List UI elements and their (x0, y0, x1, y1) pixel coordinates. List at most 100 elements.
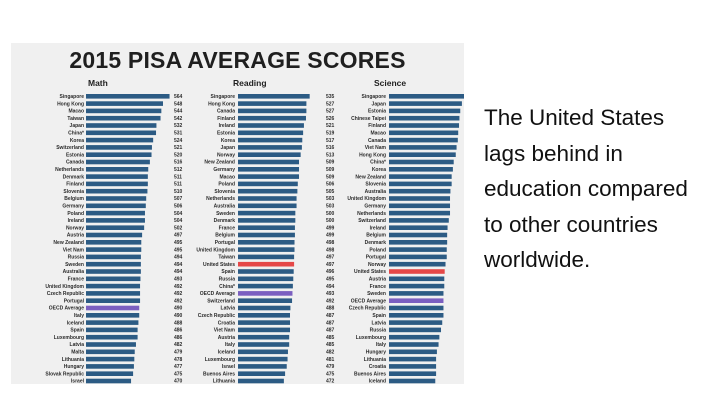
score-bar (238, 145, 302, 150)
score-bar (238, 298, 293, 303)
score-value: 495 (174, 240, 183, 246)
panel-heading: Reading (233, 78, 267, 88)
country-label: Australia (365, 189, 387, 195)
score-bar (86, 115, 161, 121)
country-label: Ireland (370, 225, 386, 231)
score-bar (86, 378, 132, 384)
score-value: 500 (326, 218, 335, 224)
score-value: 511 (174, 182, 182, 188)
score-bar (389, 218, 449, 223)
score-value: 485 (326, 335, 335, 341)
country-label: China* (68, 131, 84, 137)
country-label: Switzerland (207, 298, 235, 304)
country-label: Singapore (211, 94, 236, 100)
score-bar (86, 276, 141, 282)
score-bar (86, 349, 135, 355)
score-bar (389, 356, 437, 362)
country-label: United States (203, 262, 235, 268)
score-bar (238, 174, 300, 179)
country-label: OECD Average (351, 298, 386, 304)
score-bar (389, 269, 445, 274)
country-label: Hong Kong (57, 101, 84, 107)
panel-reading: Reading Singapore 535 Hong Kong 527 Canada 527… (196, 78, 334, 384)
score-value: 488 (326, 306, 335, 312)
country-label: Taiwan (67, 116, 84, 122)
score-bar (86, 291, 141, 296)
country-label: Poland (369, 247, 386, 253)
score-bar (238, 254, 295, 260)
country-label: Netherlands (206, 196, 235, 202)
score-bar (389, 196, 451, 201)
score-value: 487 (326, 328, 335, 334)
score-bar (86, 123, 157, 128)
score-bar (86, 225, 145, 230)
score-bar (389, 261, 446, 267)
country-label: Buenos Aires (354, 371, 386, 377)
country-label: Singapore (362, 94, 387, 100)
score-bar (389, 225, 448, 230)
country-label: Czech Republic (47, 291, 84, 297)
score-bar (389, 240, 448, 245)
country-label: Israel (71, 379, 85, 384)
score-value: 499 (326, 225, 335, 231)
country-label: Viet Nam (365, 145, 387, 151)
score-bar (389, 115, 460, 121)
score-bar (389, 247, 447, 252)
score-bar (86, 261, 141, 267)
score-value: 495 (174, 247, 183, 253)
score-value: 509 (326, 160, 335, 166)
score-bar (389, 210, 451, 216)
score-value: 548 (174, 101, 183, 107)
score-value: 527 (326, 101, 335, 107)
country-label: Switzerland (56, 145, 84, 151)
pisa-infographic: 2015 PISA AVERAGE SCORES Math Singapore 56… (11, 43, 464, 384)
score-bar (86, 188, 148, 194)
score-bar (86, 356, 135, 362)
score-bar (86, 298, 141, 303)
country-label: Iceland (67, 320, 84, 326)
country-label: Netherlands (357, 211, 386, 217)
score-bar (389, 371, 437, 376)
score-value: 535 (326, 94, 335, 100)
country-label: Croatia (369, 364, 386, 370)
score-value: 475 (326, 371, 335, 377)
score-value: 479 (174, 350, 183, 356)
score-value: 497 (326, 262, 335, 268)
score-bar (86, 130, 157, 136)
score-bar (86, 218, 145, 223)
score-value: 564 (174, 94, 183, 100)
score-bar (238, 159, 300, 165)
score-value: 482 (326, 350, 335, 356)
score-value: 503 (326, 196, 335, 202)
score-bar (86, 181, 148, 187)
score-bar (389, 145, 457, 150)
score-value: 497 (174, 233, 183, 239)
score-bar (238, 247, 295, 252)
score-value: 506 (326, 182, 335, 188)
score-value: 488 (174, 320, 183, 326)
score-value: 542 (174, 116, 183, 122)
score-bar (238, 291, 293, 296)
country-label: Canada (217, 109, 235, 115)
score-bar (238, 152, 301, 157)
country-label: Austria (218, 335, 235, 341)
score-value: 510 (174, 189, 183, 195)
score-bar (86, 342, 136, 347)
country-label: Iceland (218, 350, 235, 356)
score-bar (238, 261, 295, 267)
country-label: China* (370, 160, 386, 166)
score-bar (389, 232, 448, 238)
score-value: 487 (326, 320, 335, 326)
score-bar (86, 254, 141, 260)
score-value: 490 (174, 306, 183, 312)
country-label: Germany (213, 167, 235, 173)
country-label: Chinese Taipei (351, 116, 387, 122)
score-bar (389, 327, 442, 333)
score-bar (389, 174, 452, 179)
score-value: 494 (174, 255, 183, 261)
score-bar (86, 371, 134, 376)
score-bar (389, 123, 460, 128)
score-value: 519 (326, 131, 335, 137)
score-value: 498 (326, 247, 335, 253)
country-label: Spain (372, 313, 386, 319)
